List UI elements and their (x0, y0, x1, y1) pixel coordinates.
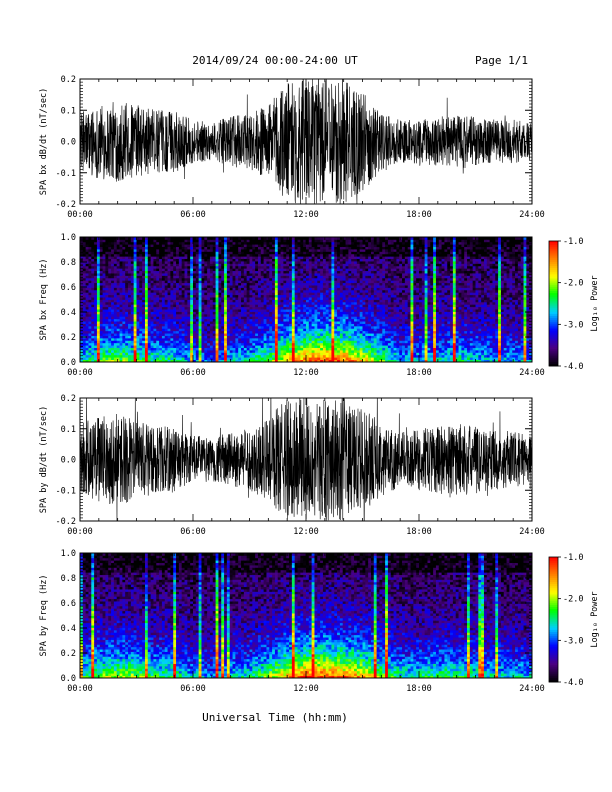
x-tick-label: 18:00 (406, 210, 432, 220)
panel-4: 1.0 0.8 0.6 0.4 0.2 0.000:00 06:00 12:00 18:00 24… (39, 549, 545, 694)
y-tick-label: 0.2 (61, 333, 76, 343)
x-tick-label: 12:00 (293, 527, 319, 537)
colorbar-tick-label: -3.0 (563, 636, 583, 646)
x-tick-label: 24:00 (519, 210, 545, 220)
x-tick-label: 00:00 (67, 684, 93, 694)
spectrogram (80, 237, 532, 362)
x-tick-label: 00:00 (67, 368, 93, 378)
y-tick-label: 0.2 (61, 75, 76, 85)
y-tick-label: 0.2 (61, 649, 76, 659)
x-tick-label: 12:00 (293, 368, 319, 378)
y-tick-label: 1.0 (61, 233, 76, 243)
x-tick-label: 06:00 (180, 684, 206, 694)
series-waveform (80, 398, 532, 521)
y-tick-label: 0.8 (61, 574, 76, 584)
colorbar-tick-label: -1.0 (563, 553, 583, 563)
x-tick-label: 24:00 (519, 684, 545, 694)
y-tick-label: 0.8 (61, 258, 76, 268)
colorbar-tick-label: -1.0 (563, 237, 583, 247)
colorbar-4: -1.0 -2.0 -3.0 -4.0 Log₁₀ Power (548, 553, 600, 688)
colorbar-label: Log₁₀ Power (590, 275, 600, 331)
y-tick-label: -0.1 (56, 486, 76, 496)
colorbar-tick-label: -2.0 (563, 279, 583, 289)
y-axis-label: SPA bx Freq (Hz) (39, 259, 49, 341)
x-tick-label: 18:00 (406, 527, 432, 537)
x-tick-label: 06:00 (180, 527, 206, 537)
x-axis-label: Universal Time (hh:mm) (202, 711, 348, 724)
page-indicator: Page 1/1 (475, 54, 528, 67)
colorbar-tick-label: -4.0 (563, 362, 583, 372)
panel-2: 1.0 0.8 0.6 0.4 0.2 0.000:00 06:00 12:00 18:00 24… (39, 233, 545, 378)
y-tick-label: 0.4 (61, 308, 76, 318)
y-axis-label: SPA by dB/dt (nT/sec) (39, 406, 49, 513)
x-tick-label: 24:00 (519, 527, 545, 537)
y-tick-label: 0.0 (61, 358, 76, 368)
x-tick-label: 18:00 (406, 684, 432, 694)
x-tick-label: 00:00 (67, 210, 93, 220)
y-tick-label: 0.4 (61, 624, 76, 634)
colorbar-tick-label: -3.0 (563, 320, 583, 330)
x-tick-label: 06:00 (180, 368, 206, 378)
y-tick-label: 0.0 (61, 456, 76, 466)
figure-title: 2014/09/24 00:00-24:00 UT (192, 54, 358, 67)
colorbar-tick-label: -2.0 (563, 595, 583, 605)
y-tick-label: 0.6 (61, 599, 76, 609)
y-tick-label: 0.0 (61, 138, 76, 148)
x-tick-label: 06:00 (180, 210, 206, 220)
colorbar-tick-label: -4.0 (563, 678, 583, 688)
panels: 0.20.10.0-0.1-0.200:00 06:00 12:00 18:00 24:… (39, 75, 545, 694)
y-tick-label: 0.2 (61, 394, 76, 404)
y-tick-label: -0.2 (56, 517, 76, 527)
colorbar-label: Log₁₀ Power (590, 591, 600, 647)
y-tick-label: 1.0 (61, 549, 76, 559)
y-axis-label: SPA bx dB/dt (nT/sec) (39, 88, 49, 195)
y-tick-label: 0.1 (61, 425, 76, 435)
y-tick-label: 0.1 (61, 106, 76, 116)
x-tick-label: 12:00 (293, 210, 319, 220)
panel-3: 0.2 0.1 0.0 -0.1 -0.200:00 06:00 12:00 18:00 24:… (39, 394, 545, 537)
y-tick-label: -0.2 (56, 200, 76, 210)
y-tick-label: 0.6 (61, 283, 76, 293)
y-tick-label: 0.0 (61, 674, 76, 684)
x-tick-label: 00:00 (67, 527, 93, 537)
x-tick-label: 18:00 (406, 368, 432, 378)
spectrogram (80, 553, 532, 678)
x-tick-label: 24:00 (519, 368, 545, 378)
y-tick-label: -0.1 (56, 169, 76, 179)
y-axis-label: SPA by Freq (Hz) (39, 575, 49, 657)
colorbar-2: -1.0 -2.0 -3.0 -4.0 Log₁₀ Power (548, 237, 600, 372)
panel-1: 0.2 0.1 0.0 -0.1 -0.200:00 06:00 12:00 18:00 24:… (39, 75, 545, 220)
x-tick-label: 12:00 (293, 684, 319, 694)
